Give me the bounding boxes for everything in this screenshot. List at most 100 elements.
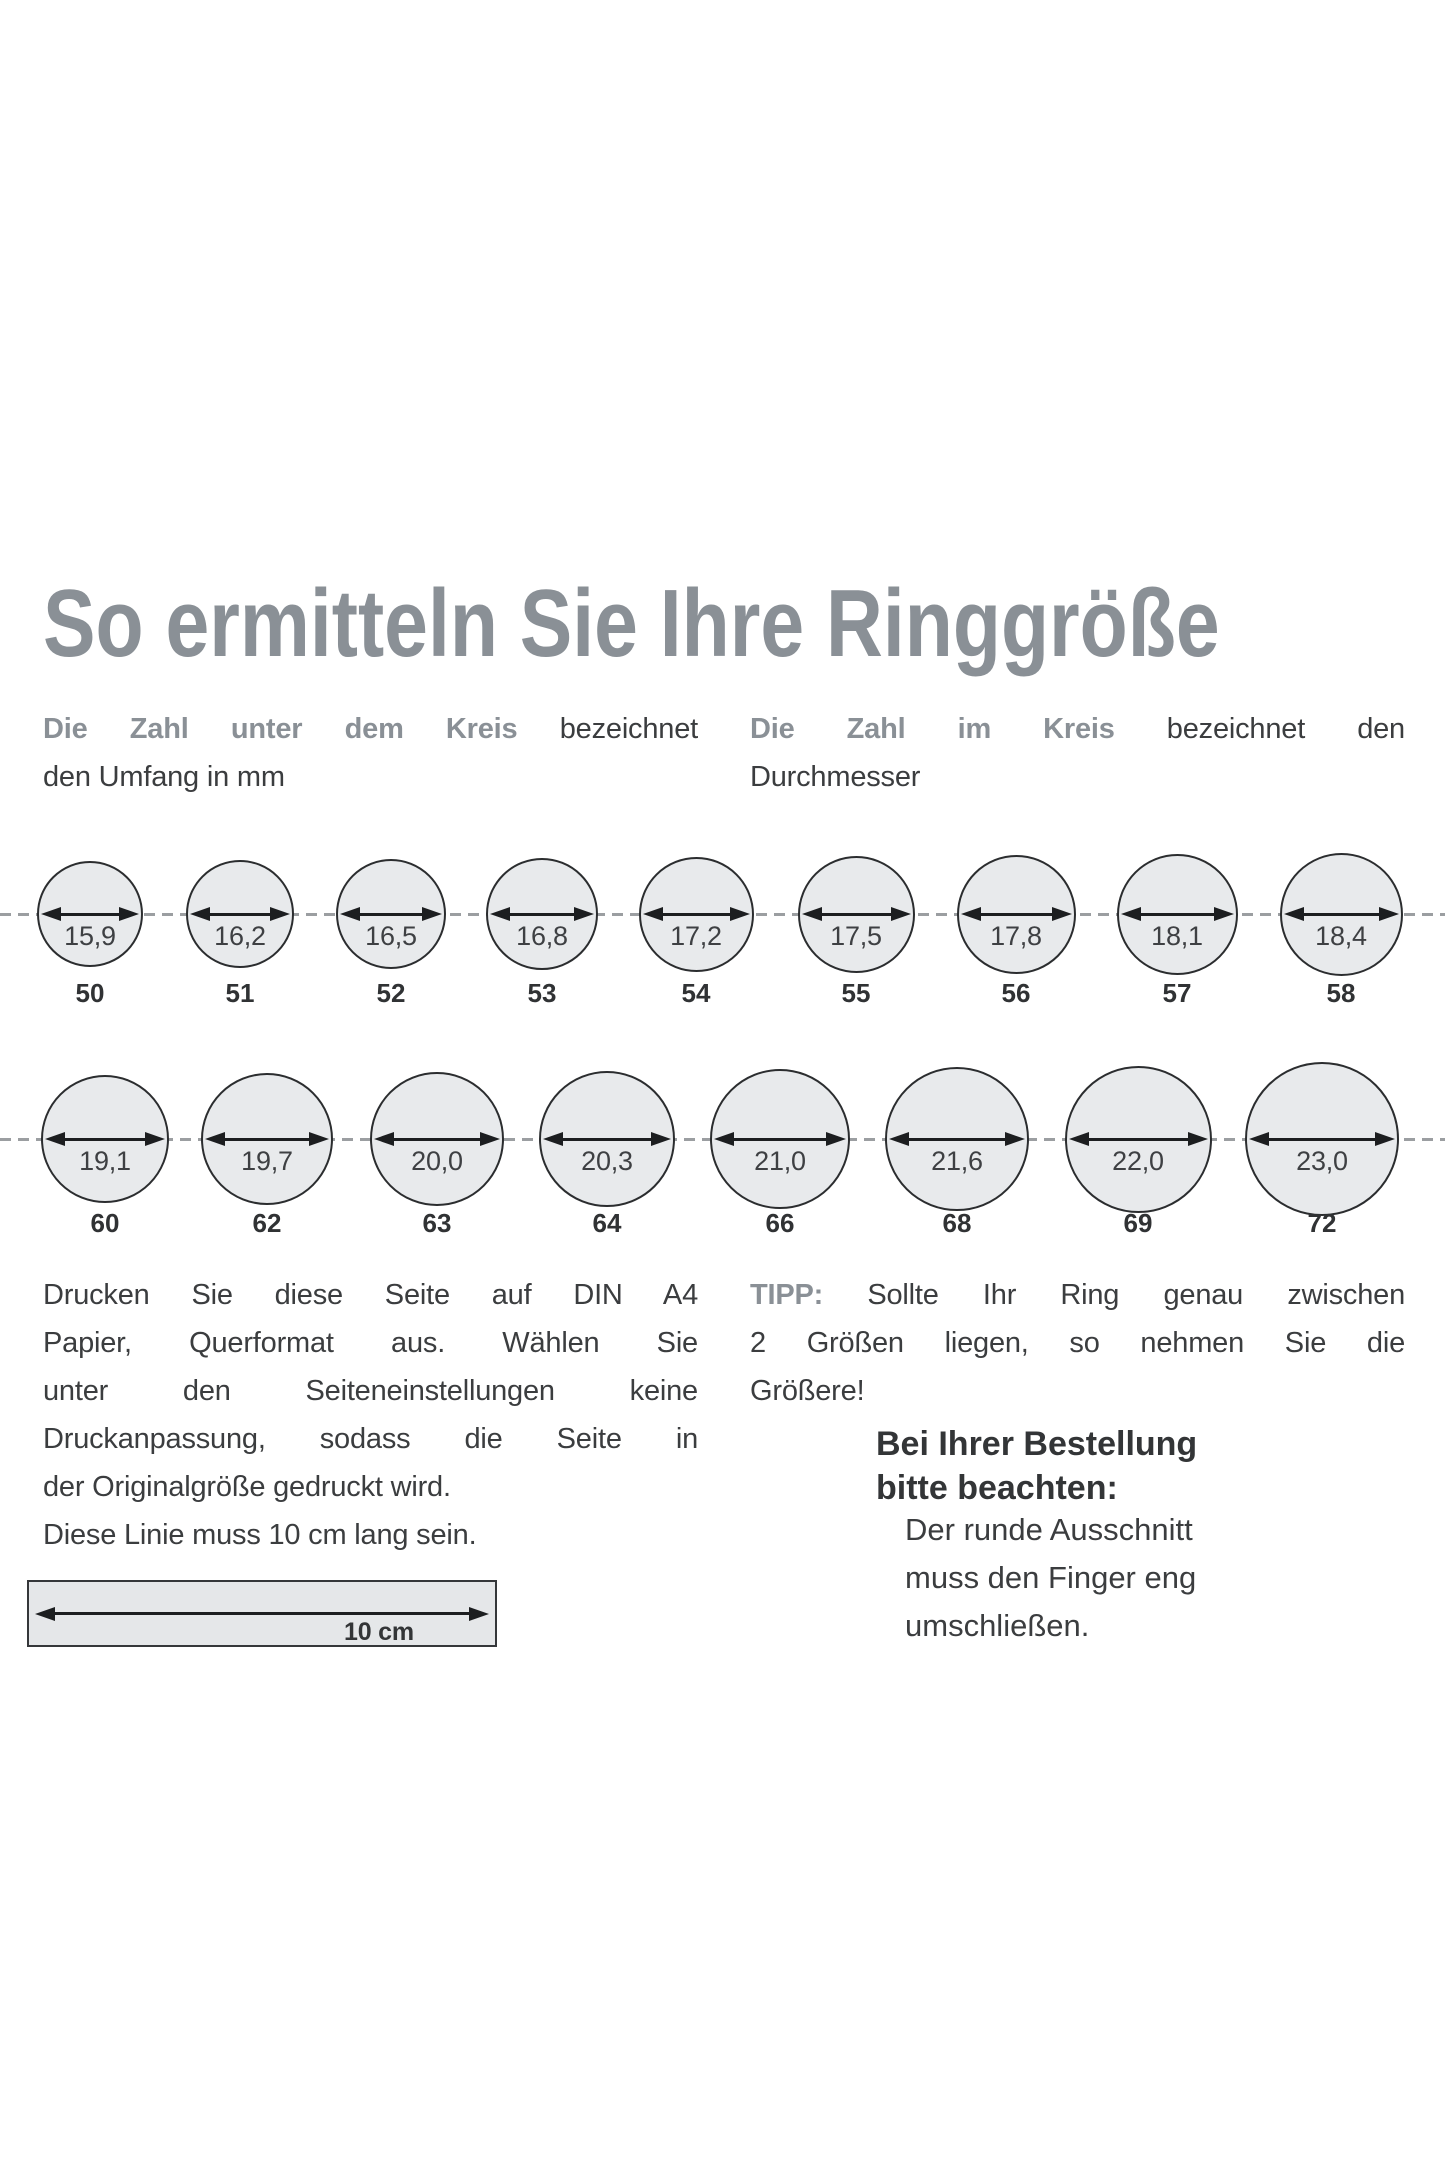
diameter-arrow-icon	[1068, 1132, 1208, 1146]
ring-size-label: 63	[422, 1208, 452, 1238]
ring-size-label: 52	[376, 978, 406, 1008]
diameter-arrow-icon	[801, 907, 911, 921]
diameter-arrow-icon	[960, 907, 1072, 921]
ring-circle: 23,0	[1245, 1062, 1399, 1216]
diameter-label: 16,2	[214, 921, 266, 951]
text-line: 2 Größen liegen, so nehmen Sie die	[750, 1327, 1405, 1359]
arrow-shaft	[1088, 1137, 1188, 1141]
page-title: So ermitteln Sie Ihre Ringgröße	[43, 570, 1220, 677]
text-line: Papier, Querformat aus. Wählen Sie	[43, 1327, 698, 1359]
text-line: Der runde Ausschnitt	[905, 1512, 1193, 1547]
text-line: Diese Linie muss 10 cm lang sein.	[43, 1519, 477, 1551]
arrowhead-right-icon	[1005, 1132, 1025, 1146]
arrowhead-left-icon	[1068, 1132, 1089, 1146]
diameter-label: 17,2	[670, 921, 722, 951]
diameter-arrow-icon	[340, 907, 442, 921]
ring-circle: 20,3	[539, 1071, 675, 1207]
arrow-shaft	[980, 912, 1052, 916]
diameter-arrow-icon	[543, 1132, 671, 1146]
text-line: Die Zahl im Kreis bezeichnet den	[750, 713, 1405, 745]
ten-cm-ruler: 10 cm	[27, 1580, 497, 1647]
diameter-label: 17,8	[990, 921, 1042, 951]
ring-circle: 15,9	[37, 861, 143, 967]
ring-size-label: 60	[90, 1208, 120, 1238]
diameter-arrow-icon	[205, 1132, 329, 1146]
arrow-shaft	[360, 912, 422, 916]
arrowhead-left-icon	[374, 1132, 394, 1146]
arrow-shaft	[662, 912, 730, 916]
ring-circle: 16,2	[186, 860, 294, 968]
arrowhead-right-icon	[1187, 1132, 1208, 1146]
arrow-shaft	[55, 1612, 469, 1615]
text-line: Drucken Sie diese Seite auf DIN A4	[43, 1279, 698, 1311]
arrowhead-left-icon	[190, 907, 210, 921]
text-line: Durchmesser	[750, 761, 921, 793]
text-line: muss den Finger eng	[905, 1560, 1197, 1595]
arrow-shaft	[821, 912, 891, 916]
diameter-label: 21,0	[754, 1146, 806, 1176]
diameter-label: 19,1	[79, 1146, 131, 1176]
diameter-arrow-icon	[1283, 907, 1399, 921]
diameter-label: 15,9	[64, 921, 116, 951]
diameter-arrow-icon	[490, 907, 594, 921]
ruler-length-label: 10 cm	[344, 1618, 414, 1646]
diameter-label: 18,4	[1315, 921, 1367, 951]
arrowhead-left-icon	[1120, 907, 1141, 921]
arrowhead-left-icon	[960, 907, 981, 921]
arrow-shaft	[65, 1137, 145, 1141]
diameter-label: 20,0	[411, 1146, 463, 1176]
ring-size-label: 50	[75, 978, 105, 1008]
diameter-arrow-icon	[374, 1132, 500, 1146]
arrowhead-left-icon	[642, 907, 663, 921]
arrow-shaft	[225, 1137, 309, 1141]
diameter-label: 20,3	[581, 1146, 633, 1176]
arrowhead-right-icon	[1375, 1132, 1395, 1146]
arrowhead-left-icon	[41, 907, 61, 921]
arrowhead-left-icon	[543, 1132, 563, 1146]
arrow-shaft	[1140, 912, 1214, 916]
ring-circle: 19,1	[41, 1075, 169, 1203]
arrowhead-right-icon	[651, 1132, 671, 1146]
ring-circle: 18,1	[1116, 853, 1238, 975]
ring-size-label: 64	[592, 1208, 622, 1238]
arrowhead-right-icon	[309, 1132, 329, 1146]
arrowhead-left-icon	[340, 907, 360, 921]
diameter-arrow-icon	[714, 1132, 846, 1146]
diameter-arrow-icon	[642, 907, 750, 921]
ring-size-label: 68	[942, 1208, 972, 1238]
arrowhead-right-icon	[145, 1132, 165, 1146]
ring-circle: 21,0	[710, 1069, 850, 1209]
diameter-label: 19,7	[241, 1146, 293, 1176]
ring-size-label: 72	[1307, 1208, 1337, 1238]
arrow-shaft	[394, 1137, 480, 1141]
ring-size-label: 58	[1326, 978, 1356, 1008]
ring-circle: 20,0	[370, 1072, 504, 1206]
arrowhead-right-icon	[422, 907, 442, 921]
arrowhead-right-icon	[469, 1606, 489, 1621]
ring-size-label: 57	[1162, 978, 1192, 1008]
arrowhead-right-icon	[480, 1132, 500, 1146]
arrowhead-right-icon	[826, 1132, 846, 1146]
arrow-shaft	[1303, 912, 1379, 916]
ring-size-label: 54	[681, 978, 711, 1008]
arrow-shaft	[61, 912, 119, 916]
arrowhead-right-icon	[890, 907, 911, 921]
arrowhead-left-icon	[714, 1132, 734, 1146]
arrowhead-left-icon	[45, 1132, 65, 1146]
ring-circle: 16,5	[336, 859, 446, 969]
diameter-arrow-icon	[889, 1132, 1025, 1146]
arrowhead-left-icon	[1283, 907, 1304, 921]
ring-size-label: 69	[1123, 1208, 1153, 1238]
diameter-arrow-icon	[190, 907, 290, 921]
diameter-label: 18,1	[1151, 921, 1203, 951]
arrowhead-left-icon	[1249, 1132, 1269, 1146]
tip-note: TIPP: Sollte Ihr Ring genau zwischen 2 Gr…	[750, 1271, 1405, 1415]
diameter-arrow-icon	[1120, 907, 1234, 921]
text-line: Druckanpassung, sodass die Seite in	[43, 1423, 698, 1455]
ring-circle: 17,5	[797, 855, 915, 973]
arrowhead-right-icon	[1051, 907, 1072, 921]
diameter-label: 22,0	[1112, 1146, 1164, 1176]
diameter-label: 17,5	[830, 921, 882, 951]
text-line: Die Zahl unter dem Kreis bezeichnet	[43, 713, 698, 745]
diameter-label: 23,0	[1296, 1146, 1348, 1176]
